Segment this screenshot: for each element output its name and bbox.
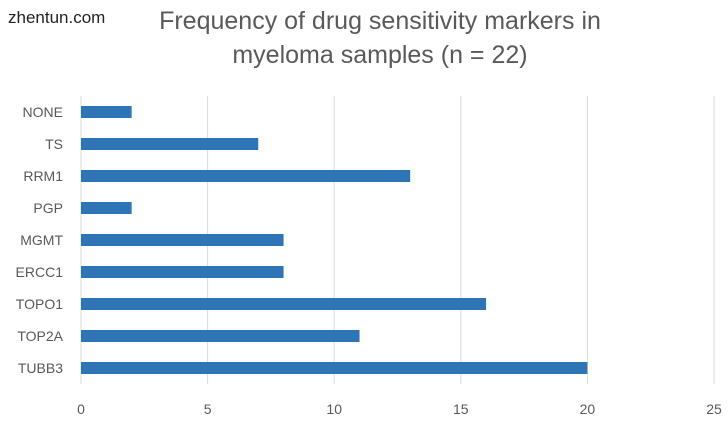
- chart-title-line-2: myeloma samples (n = 22): [232, 41, 528, 69]
- category-label: NONE: [23, 104, 63, 120]
- bar-none: [81, 106, 132, 118]
- category-label: PGP: [33, 200, 63, 216]
- bar-rrm1: [81, 170, 411, 182]
- x-tick-label: 20: [580, 401, 596, 417]
- bar-topo1: [81, 298, 487, 310]
- x-tick-label: 25: [706, 401, 722, 417]
- category-label: TOP2A: [17, 328, 63, 344]
- bars: [81, 106, 588, 374]
- chart-title: Frequency of drug sensitivity markers in…: [140, 4, 620, 72]
- bar-ts: [81, 138, 259, 150]
- x-tick-label: 5: [204, 401, 212, 417]
- x-tick-labels: 0 5 10 15 20 25: [77, 401, 722, 417]
- category-label: RRM1: [23, 168, 63, 184]
- category-label: MGMT: [20, 232, 63, 248]
- watermark: zhentun.com: [8, 8, 106, 27]
- chart-title-line-1: Frequency of drug sensitivity markers in: [159, 7, 601, 35]
- category-label: TS: [45, 136, 63, 152]
- x-tick-label: 0: [77, 401, 85, 417]
- category-label: TUBB3: [18, 360, 63, 376]
- x-tick-label: 15: [453, 401, 469, 417]
- bar-top2a: [81, 330, 360, 342]
- bar-ercc1: [81, 266, 284, 278]
- x-tick-label: 10: [326, 401, 342, 417]
- category-label: TOPO1: [16, 296, 63, 312]
- bar-mgmt: [81, 234, 284, 246]
- category-label: ERCC1: [16, 264, 64, 280]
- category-labels: NONE TS RRM1 PGP MGMT ERCC1 TOPO1 TOP2A TUBB3: [16, 104, 64, 376]
- bar-pgp: [81, 202, 132, 214]
- bar-tubb3: [81, 362, 588, 374]
